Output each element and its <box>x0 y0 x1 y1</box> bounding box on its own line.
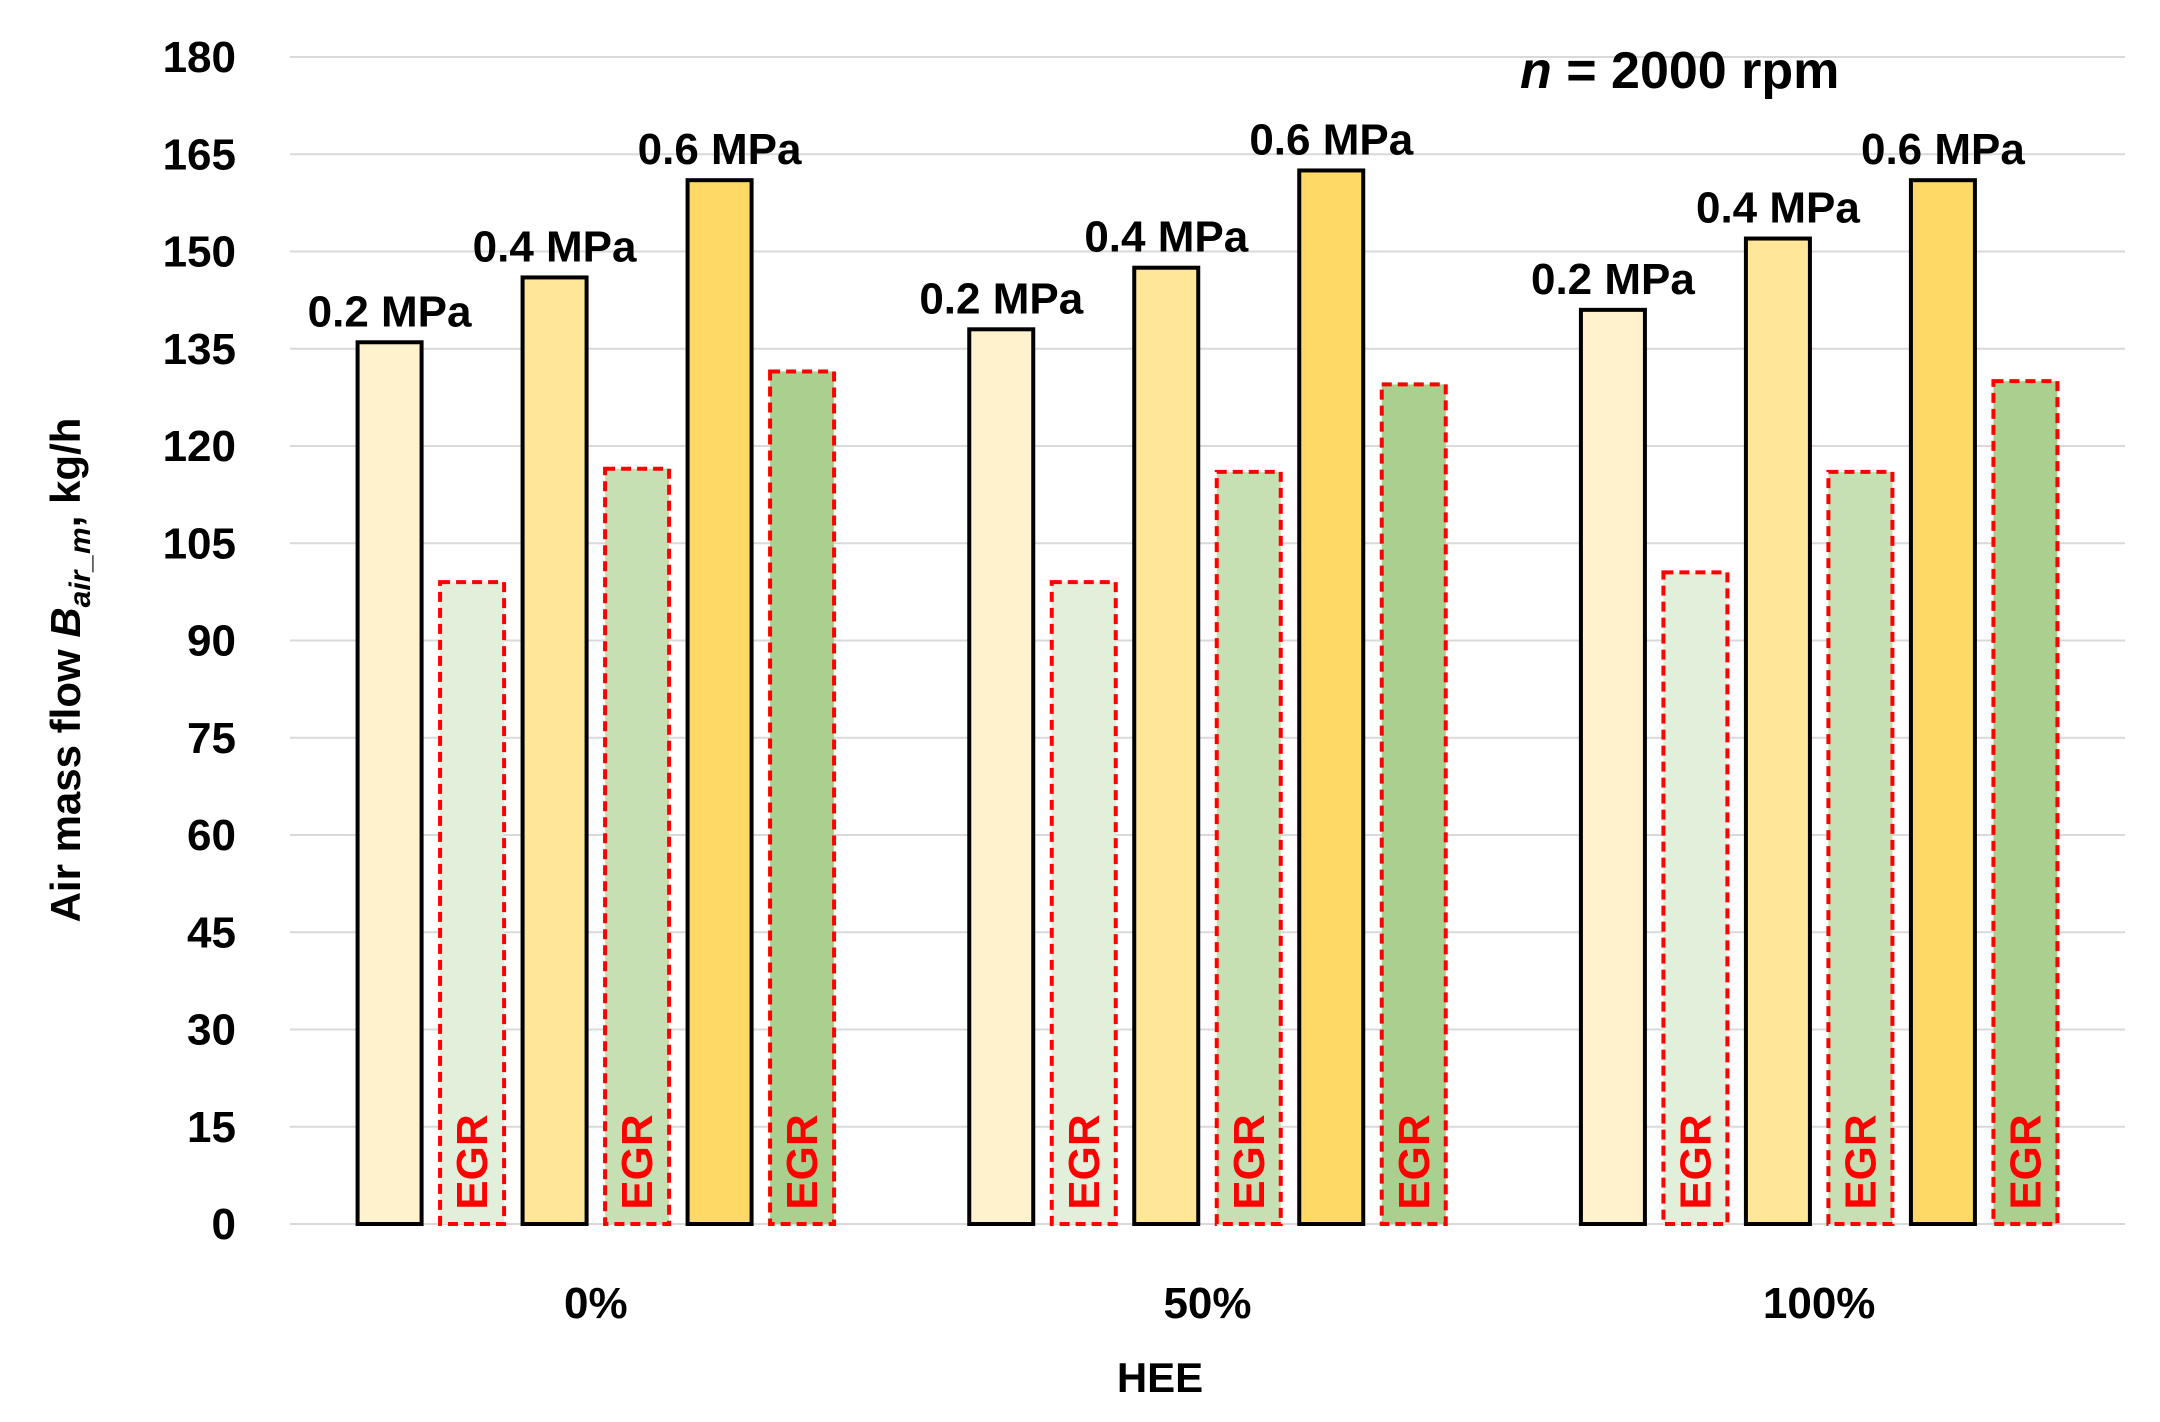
y-tick-label: 0 <box>212 1200 236 1249</box>
data-labels: 0.2 MPa EGR 0.4 MPa EGR 0.6 MPa EGR 0.2 MPa EGR… <box>308 115 2051 1209</box>
egr-label: EGR <box>1390 1114 1439 1209</box>
bar-data-label: 0.2 MPa <box>308 287 472 336</box>
bar-egr <box>1991 379 2060 1226</box>
bar-egr <box>438 580 507 1226</box>
bar-egr <box>1214 469 1283 1226</box>
bars <box>355 168 2060 1227</box>
gridlines <box>290 56 2125 1225</box>
bar-data-label: 0.6 MPa <box>1249 115 1413 164</box>
y-axis-title-subscript: air_m <box>64 527 97 607</box>
x-axis: 0% 50% 100% <box>564 1279 1875 1328</box>
egr-label: EGR <box>613 1114 662 1209</box>
egr-label: EGR <box>448 1114 497 1209</box>
bar-egr <box>1661 570 1730 1226</box>
y-tick-label: 15 <box>187 1103 236 1152</box>
egr-label: EGR <box>1836 1114 1885 1209</box>
y-tick-label: 75 <box>187 714 236 763</box>
bar-data-label: 0.4 MPa <box>1696 184 1860 233</box>
x-tick-label: 50% <box>1163 1279 1251 1328</box>
egr-label: EGR <box>2001 1114 2050 1209</box>
bar <box>1132 265 1201 1227</box>
bar-data-label: 0.4 MPa <box>1084 213 1248 262</box>
bar-data-label: 0.6 MPa <box>1861 125 2025 174</box>
y-tick-label: 180 <box>163 33 236 82</box>
egr-label: EGR <box>778 1114 827 1209</box>
bar-egr <box>1049 580 1118 1226</box>
egr-label: EGR <box>1060 1114 1109 1209</box>
bar <box>1743 236 1812 1227</box>
egr-label: EGR <box>1671 1114 1720 1209</box>
y-tick-label: 165 <box>163 130 236 179</box>
bar-egr <box>1826 469 1895 1226</box>
y-axis-title-symbol: B <box>42 607 89 637</box>
y-axis-title-suffix: , kg/h <box>42 418 89 528</box>
bar-egr <box>603 466 672 1227</box>
y-tick-label: 90 <box>187 617 236 666</box>
bar <box>355 340 424 1226</box>
x-tick-label: 100% <box>1763 1279 1876 1328</box>
bar-data-label: 0.6 MPa <box>638 125 802 174</box>
y-axis-title-prefix: Air mass flow <box>42 638 89 923</box>
annotation-text: = 2000 rpm <box>1552 42 1840 100</box>
bar <box>1908 178 1977 1226</box>
egr-label: EGR <box>1225 1114 1274 1209</box>
y-axis-title: Air mass flow Bair_m, kg/h <box>42 418 97 923</box>
bar <box>1578 307 1647 1227</box>
bar <box>967 327 1036 1226</box>
bar <box>1297 168 1366 1226</box>
y-tick-label: 150 <box>163 228 236 277</box>
y-tick-label: 120 <box>163 422 236 471</box>
y-axis: 0 15 30 45 60 75 90 105 120 135 150 165 180 <box>163 33 236 1249</box>
bar-data-label: 0.4 MPa <box>473 222 637 271</box>
bar-egr <box>768 369 837 1227</box>
y-tick-label: 45 <box>187 908 236 957</box>
bar-data-label: 0.2 MPa <box>1531 255 1695 304</box>
y-tick-label: 105 <box>163 519 236 568</box>
x-axis-title: HEE <box>1117 1354 1203 1401</box>
y-tick-label: 60 <box>187 811 236 860</box>
bar <box>520 275 589 1226</box>
y-tick-label: 30 <box>187 1006 236 1055</box>
annotation-variable: n <box>1520 42 1552 100</box>
bar-egr <box>1379 382 1448 1226</box>
annotation-speed: n = 2000 rpm <box>1520 42 1839 100</box>
bar-data-label: 0.2 MPa <box>919 274 1083 323</box>
x-tick-label: 0% <box>564 1279 628 1328</box>
y-tick-label: 135 <box>163 325 236 374</box>
bar <box>685 178 754 1226</box>
